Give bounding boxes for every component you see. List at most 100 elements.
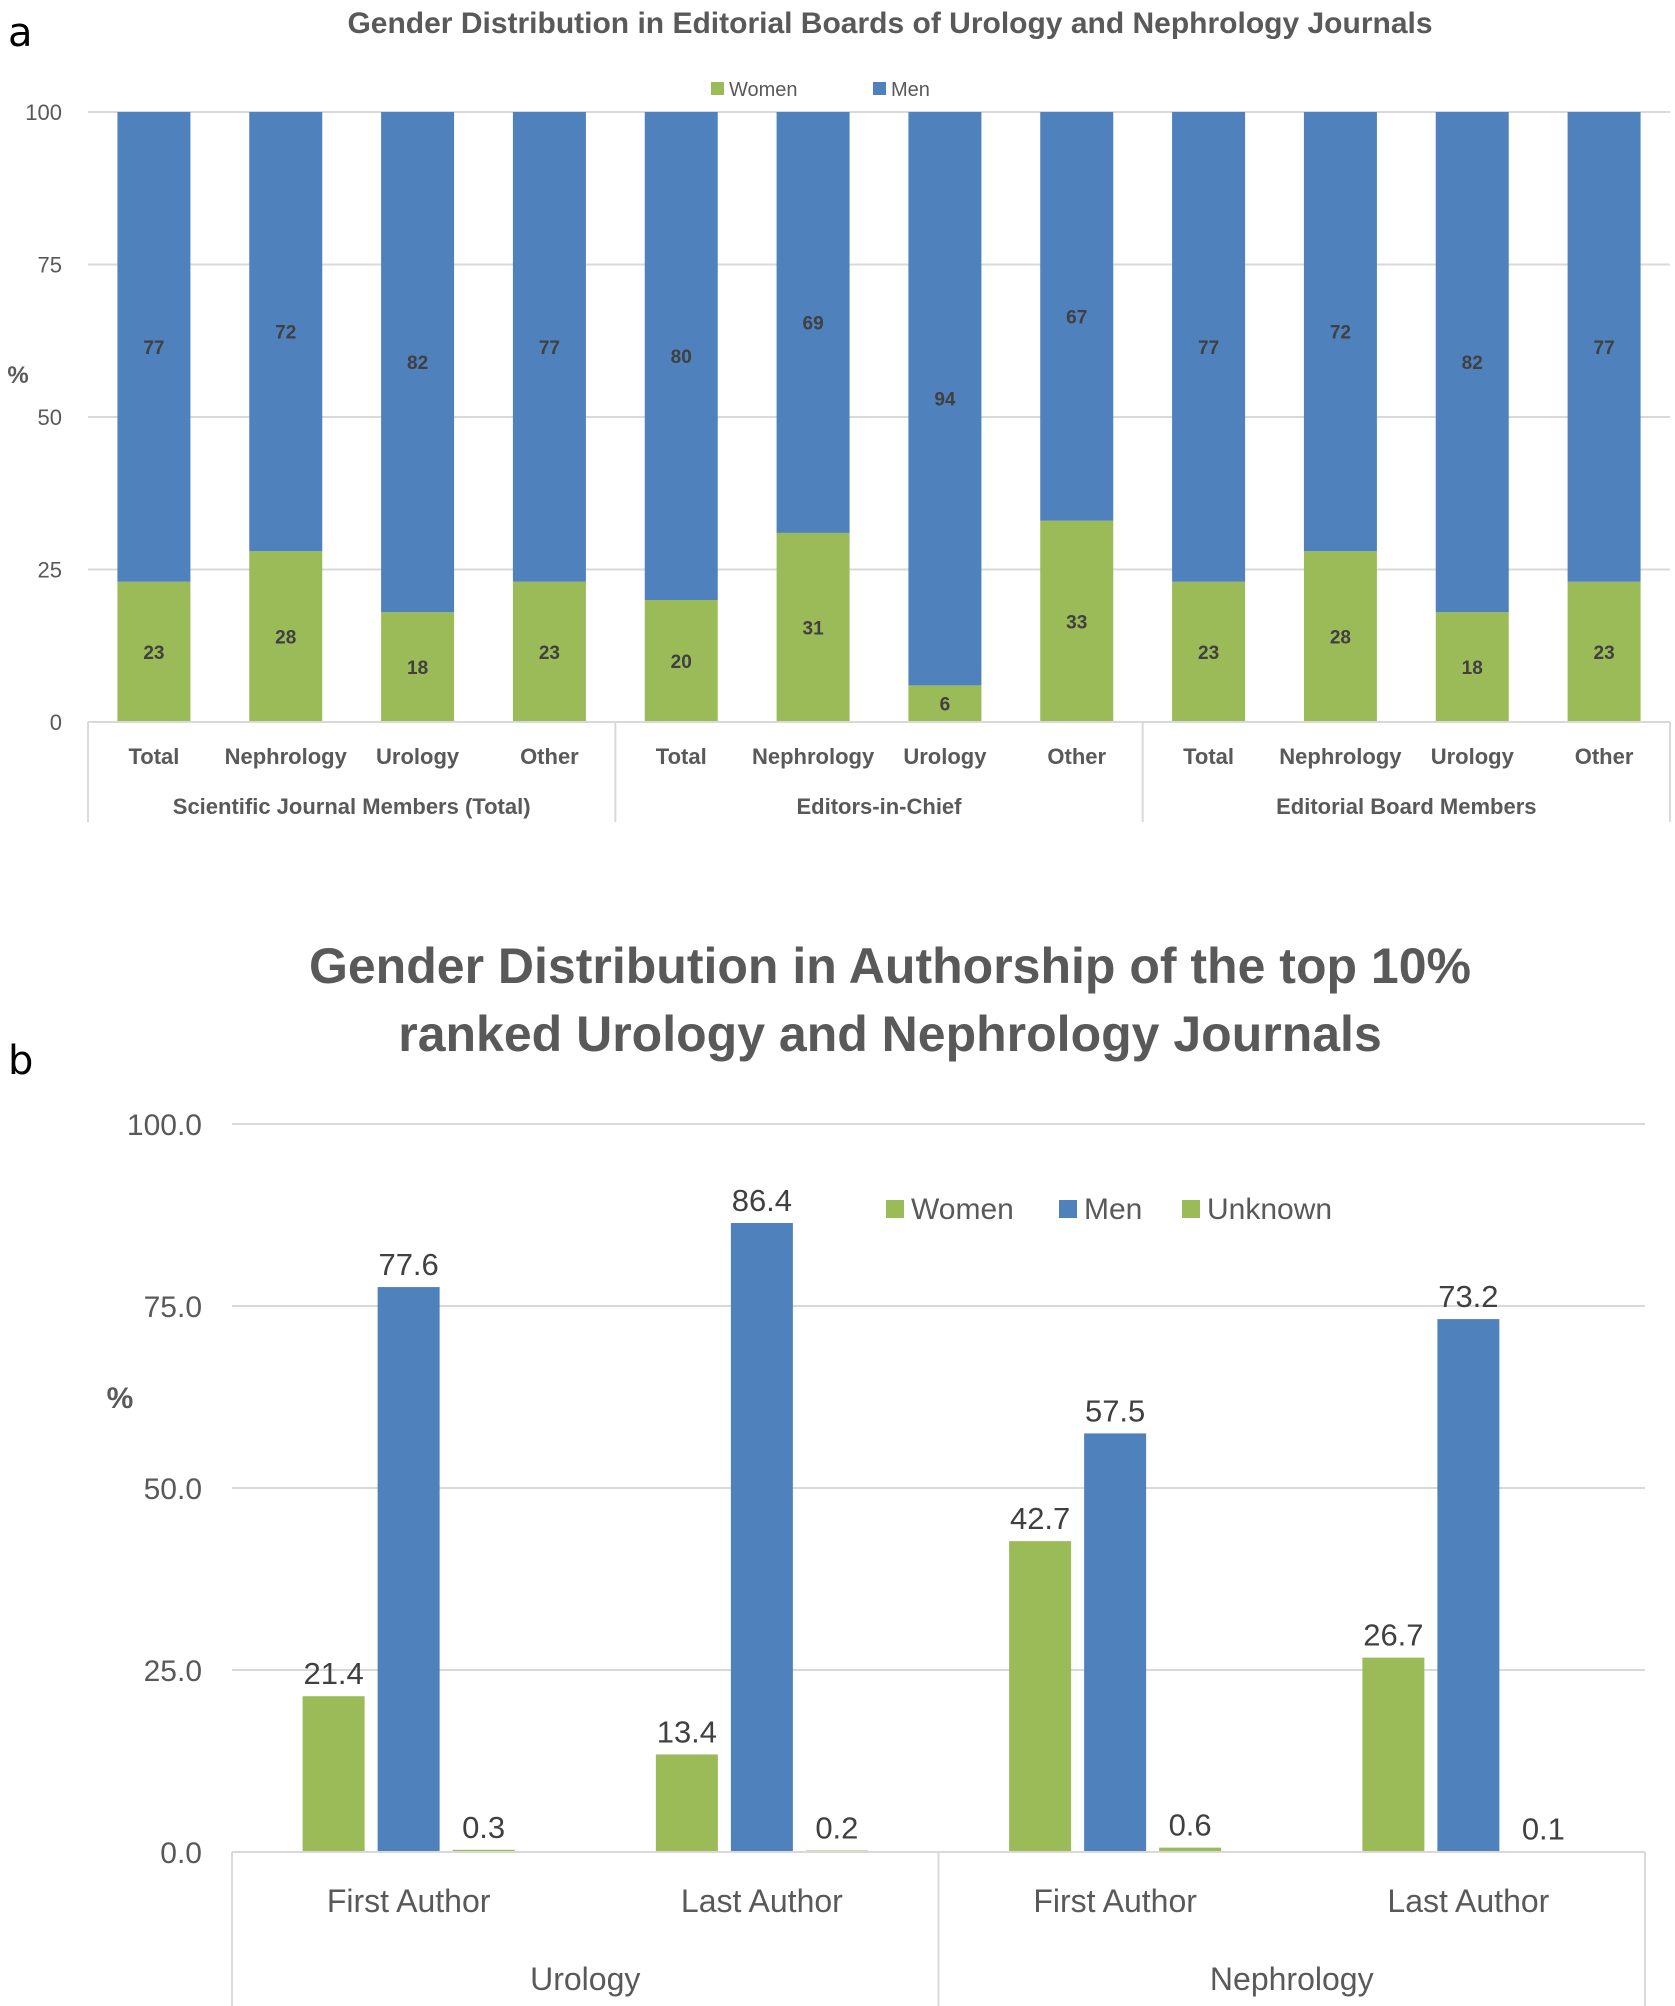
data-label-women: 20: [671, 652, 692, 673]
panel-b-label: b: [8, 1038, 34, 1084]
data-label-men: 77: [539, 338, 560, 359]
chart-title-line1: Gender Distribution in Authorship of the…: [309, 938, 1471, 994]
data-label-women: 18: [1462, 658, 1483, 679]
data-label-men: 72: [1330, 323, 1351, 344]
data-label-unknown: 0.2: [815, 1811, 858, 1846]
x-group-label: Urology: [530, 1961, 640, 1997]
chart-title-line2: ranked Urology and Nephrology Journals: [398, 1006, 1382, 1062]
x-category-label: Other: [1047, 744, 1106, 769]
bar-men: [117, 112, 191, 582]
data-label-men: 82: [1462, 353, 1483, 374]
bar-men: [730, 1223, 793, 1852]
y-axis-label: %: [7, 362, 28, 389]
bar-women: [1435, 612, 1509, 722]
bar-women: [1172, 581, 1246, 722]
data-label-men: 72: [275, 323, 296, 344]
bar-women: [512, 581, 586, 722]
bar-men: [1084, 1433, 1147, 1852]
x-category-label: Urology: [903, 744, 987, 769]
data-label-men: 94: [934, 390, 956, 411]
bar-men: [644, 112, 718, 600]
bar-women: [908, 685, 982, 722]
data-label-unknown: 0.3: [462, 1810, 505, 1845]
bar-men: [1172, 112, 1246, 582]
bar-men: [1435, 112, 1509, 613]
data-label-men: 86.4: [732, 1183, 792, 1218]
x-category-label: Total: [1183, 744, 1234, 769]
data-label-women: 18: [407, 658, 428, 679]
data-label-men: 77: [1198, 338, 1219, 359]
bar-women: [1303, 551, 1377, 722]
data-label-women: 28: [1330, 628, 1351, 649]
x-group-label: Editors-in-Chief: [797, 794, 963, 819]
y-tick-label: 100: [25, 100, 62, 125]
bar-women: [117, 581, 191, 722]
bar-unknown: [452, 1849, 515, 1852]
data-label-men: 77: [143, 338, 164, 359]
legend-label-unknown: Unknown: [1207, 1193, 1332, 1226]
legend-swatch-men: [1059, 1200, 1077, 1218]
data-label-women: 33: [1066, 612, 1087, 633]
y-axis-label: %: [107, 1382, 134, 1415]
legend-swatch-women: [886, 1200, 904, 1218]
data-label-men: 67: [1066, 307, 1087, 328]
y-tick-label: 75: [38, 253, 62, 278]
legend-label-men: Men: [1084, 1193, 1142, 1226]
bar-women: [776, 532, 850, 722]
data-label-women: 21.4: [303, 1656, 363, 1691]
data-label-women: 6: [940, 695, 951, 716]
bar-women: [381, 612, 455, 722]
panel-a-label: a: [8, 10, 33, 56]
legend-swatch-men: [873, 82, 886, 95]
bar-women: [1362, 1657, 1425, 1852]
legend-label-men: Men: [891, 79, 930, 101]
x-category-label: Urology: [376, 744, 460, 769]
x-category-label: Total: [128, 744, 179, 769]
y-tick-label: 0: [50, 710, 62, 735]
legend-label-women: Women: [911, 1193, 1014, 1226]
x-group-label: Nephrology: [1210, 1961, 1374, 1997]
bar-women: [249, 551, 323, 722]
x-category-label: Nephrology: [225, 744, 348, 769]
bar-women: [655, 1754, 718, 1852]
x-group-label: Editorial Board Members: [1276, 794, 1536, 819]
bar-unknown: [1159, 1847, 1222, 1852]
data-label-men: 77.6: [378, 1247, 438, 1282]
x-category-label: Urology: [1431, 744, 1515, 769]
x-category-label: Last Author: [1387, 1883, 1549, 1919]
data-label-men: 80: [671, 347, 692, 368]
x-category-label: First Author: [327, 1883, 491, 1919]
bar-men: [1567, 112, 1641, 582]
bar-men: [512, 112, 586, 582]
bar-men: [1437, 1319, 1500, 1852]
data-label-women: 26.7: [1363, 1618, 1423, 1653]
data-label-women: 23: [143, 643, 164, 664]
data-label-men: 57.5: [1085, 1393, 1145, 1428]
data-label-men: 69: [803, 313, 824, 334]
data-label-women: 13.4: [657, 1714, 717, 1749]
bar-women: [302, 1696, 365, 1852]
y-tick-label: 100.0: [127, 1109, 202, 1142]
data-label-women: 23: [1594, 643, 1615, 664]
data-label-women: 28: [275, 628, 296, 649]
y-tick-label: 25.0: [144, 1655, 202, 1688]
x-category-label: Nephrology: [752, 744, 875, 769]
data-label-women: 42.7: [1010, 1501, 1070, 1536]
bar-men: [1303, 112, 1377, 552]
x-category-label: Other: [520, 744, 579, 769]
x-category-label: Last Author: [681, 1883, 843, 1919]
bar-men: [249, 112, 323, 552]
editorial-boards-stacked-bar-chart: Gender Distribution in Editorial Boards …: [7, 7, 1671, 822]
y-tick-label: 25: [38, 558, 62, 583]
bar-women: [1567, 581, 1641, 722]
data-label-women: 23: [1198, 643, 1219, 664]
x-category-label: Nephrology: [1279, 744, 1402, 769]
bar-men: [377, 1287, 440, 1852]
y-tick-label: 0.0: [160, 1837, 202, 1870]
x-category-label: First Author: [1033, 1883, 1197, 1919]
bar-men: [776, 112, 850, 533]
y-tick-label: 75.0: [144, 1291, 202, 1324]
data-label-women: 31: [803, 618, 825, 639]
data-label-men: 77: [1594, 338, 1615, 359]
y-tick-label: 50: [38, 405, 62, 430]
